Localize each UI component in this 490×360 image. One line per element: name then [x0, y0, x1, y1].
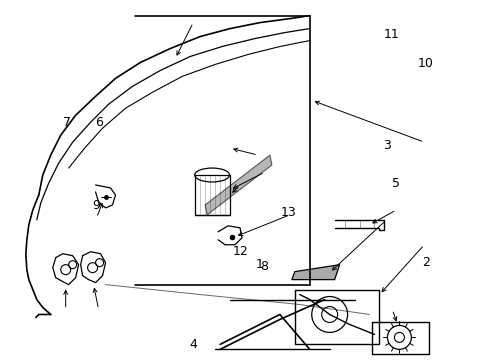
Text: 5: 5 [392, 177, 400, 190]
Text: 8: 8 [261, 260, 269, 273]
Polygon shape [292, 265, 340, 280]
Text: 9: 9 [92, 199, 100, 212]
Text: 3: 3 [383, 139, 391, 152]
Text: 1: 1 [256, 258, 264, 271]
Text: 4: 4 [190, 338, 197, 351]
Text: 6: 6 [95, 116, 102, 129]
Text: 12: 12 [232, 245, 248, 258]
Text: 11: 11 [384, 28, 399, 41]
Text: 7: 7 [63, 116, 71, 129]
Text: 2: 2 [422, 256, 430, 269]
Text: 13: 13 [281, 206, 297, 219]
Text: 10: 10 [417, 57, 434, 70]
Polygon shape [205, 155, 272, 215]
